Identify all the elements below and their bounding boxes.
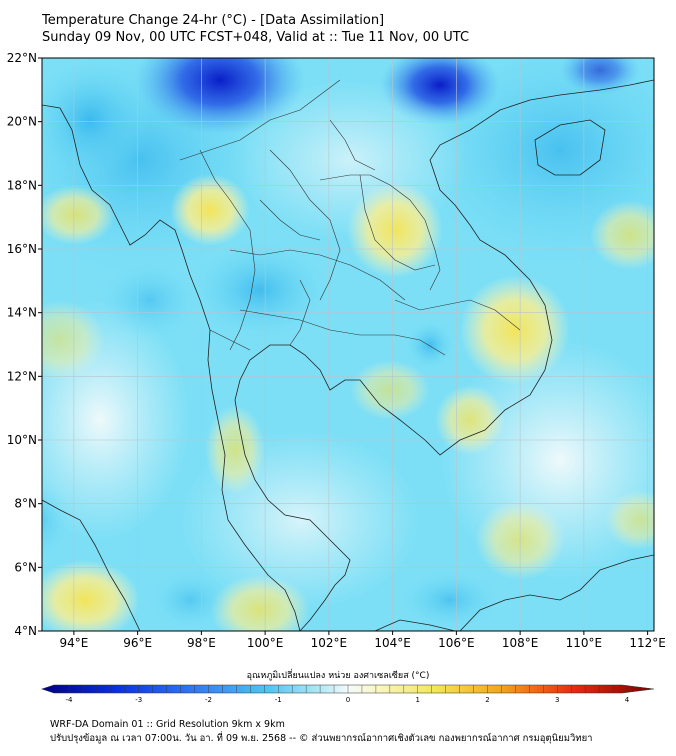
footer-model-info: WRF-DA Domain 01 :: Grid Resolution 9km … — [50, 719, 285, 730]
colorbar-tick-label: 0 — [346, 696, 350, 704]
longitude-axis: 94°E 96°E 98°E 100°E 102°E 104°E 106°E 108°E 110… — [59, 631, 666, 650]
lon-tick-label: 112°E — [629, 636, 666, 650]
colorbar-title: อุณหภูมิเปลี่ยนแปลง หน่วย องศาเซลเซียส (… — [246, 671, 430, 681]
lon-tick-label: 102°E — [311, 636, 348, 650]
lat-tick-label: 20°N — [7, 115, 37, 129]
colorbar-tick-label: -2 — [205, 696, 212, 704]
colorbar-tick-label: 3 — [555, 696, 559, 704]
colorbar-ticks: -4 -3 -2 -1 0 1 2 3 4 — [66, 685, 630, 704]
colorbar: -4 -3 -2 -1 0 1 2 3 4 — [41, 684, 655, 704]
lat-tick-label: 8°N — [14, 497, 37, 511]
map-title-block: Temperature Change 24-hr (°C) - [Data As… — [42, 12, 469, 46]
latitude-axis: 22°N 20°N 18°N 16°N 14°N 12°N 10°N 8°N 6°N 4°N — [7, 51, 42, 638]
map-subtitle: Sunday 09 Nov, 00 UTC FCST+048, Valid at… — [42, 30, 470, 45]
lon-tick-label: 98°E — [187, 636, 216, 650]
lat-tick-label: 16°N — [7, 242, 37, 256]
colorbar-tick-label: 4 — [625, 696, 630, 704]
lat-tick-label: 18°N — [7, 178, 37, 192]
lon-tick-label: 94°E — [59, 636, 88, 650]
lon-tick-label: 110°E — [566, 636, 603, 650]
graticule — [42, 58, 654, 631]
footer-credit: ปรับปรุงข้อมูล ณ เวลา 07:00น. วัน อา. ที… — [50, 733, 593, 744]
map-title: Temperature Change 24-hr (°C) - [Data As… — [42, 13, 385, 28]
colorbar-tick-label: -1 — [275, 696, 282, 704]
coastlines — [42, 79, 654, 631]
lon-tick-label: 104°E — [374, 636, 411, 650]
lat-tick-label: 6°N — [14, 560, 37, 574]
lat-tick-label: 14°N — [7, 306, 37, 320]
lat-tick-label: 22°N — [7, 51, 37, 65]
colorbar-tick-label: -3 — [135, 696, 142, 704]
lat-tick-label: 10°N — [7, 433, 37, 447]
lon-tick-label: 96°E — [123, 636, 152, 650]
lon-tick-label: 100°E — [247, 636, 284, 650]
lat-tick-label: 12°N — [7, 369, 37, 383]
province-borders — [179, 79, 521, 356]
footer: WRF-DA Domain 01 :: Grid Resolution 9km … — [50, 718, 593, 746]
colorbar-tick-label: 1 — [416, 696, 420, 704]
temperature-field — [42, 58, 654, 631]
lon-tick-label: 108°E — [502, 636, 539, 650]
colorbar-tick-label: 2 — [485, 696, 489, 704]
map-frame — [41, 57, 655, 632]
colorbar-tick-label: -4 — [66, 696, 74, 704]
lon-tick-label: 106°E — [438, 636, 475, 650]
lat-tick-label: 4°N — [14, 624, 37, 638]
